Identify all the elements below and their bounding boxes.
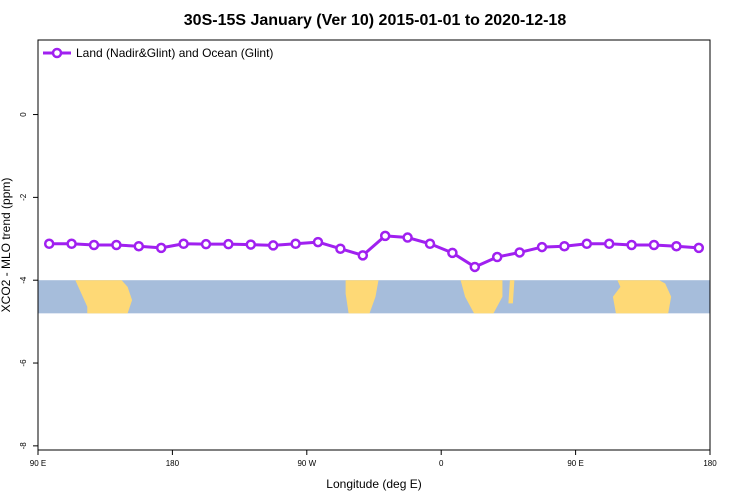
data-point <box>245 239 257 250</box>
map-band <box>38 280 710 314</box>
data-point <box>88 239 100 251</box>
legend: Land (Nadir&Glint) and Ocean (Glint) <box>43 46 273 60</box>
x-axis: 90 E 180 90 W 0 90 E 180 <box>30 450 717 468</box>
x-tick-label: 0 <box>439 459 444 468</box>
data-point <box>312 236 324 248</box>
data-point <box>290 238 301 250</box>
x-tick-label: 90 E <box>30 459 46 468</box>
data-point <box>671 240 682 252</box>
series-line <box>49 234 699 269</box>
land-shape <box>75 280 133 314</box>
data-point <box>200 238 212 250</box>
y-tick-label: -6 <box>19 359 28 367</box>
data-point <box>447 247 458 259</box>
data-point <box>357 250 369 261</box>
data-point <box>626 239 637 251</box>
legend-marker <box>51 47 63 59</box>
data-point <box>693 242 705 254</box>
data-point <box>267 240 279 251</box>
data-point <box>133 240 145 252</box>
x-tick-label: 180 <box>166 459 180 468</box>
y-tick-label: -4 <box>19 276 28 284</box>
data-point <box>178 238 189 250</box>
y-axis-label: XCO2 - MLO trend (ppm) <box>0 178 13 313</box>
data-point <box>648 239 660 251</box>
legend-label: Land (Nadir&Glint) and Ocean (Glint) <box>76 46 273 60</box>
x-tick-label: 180 <box>703 459 717 468</box>
data-point <box>66 238 77 250</box>
land-shape <box>508 280 515 304</box>
chart-title: 30S-15S January (Ver 10) 2015-01-01 to 2… <box>184 12 567 29</box>
y-tick-label: -8 <box>19 442 28 450</box>
x-tick-label: 90 W <box>297 459 316 468</box>
y-tick-label: 0 <box>19 112 28 117</box>
land-shape <box>345 280 379 314</box>
data-point <box>155 242 167 254</box>
data-point <box>469 261 481 273</box>
data-point <box>223 238 234 250</box>
land-shape <box>612 280 672 314</box>
plot-frame <box>37 39 711 451</box>
data-point <box>559 240 570 252</box>
data-point <box>402 232 413 243</box>
data-point <box>603 238 615 250</box>
y-tick-label: -2 <box>19 193 28 201</box>
x-tick-label: 90 E <box>567 459 583 468</box>
data-point <box>43 238 55 250</box>
data-point <box>536 241 548 253</box>
data-point <box>514 247 525 258</box>
series-layer <box>43 230 705 273</box>
x-axis-label: Longitude (deg E) <box>326 477 421 491</box>
y-axis: 0 -2 -4 -6 -8 <box>19 112 38 450</box>
data-point <box>379 230 391 242</box>
data-point <box>491 251 503 263</box>
data-point <box>581 238 593 250</box>
data-point <box>111 239 122 251</box>
land-shape <box>460 280 503 314</box>
data-point <box>335 243 346 254</box>
data-point <box>424 238 436 250</box>
